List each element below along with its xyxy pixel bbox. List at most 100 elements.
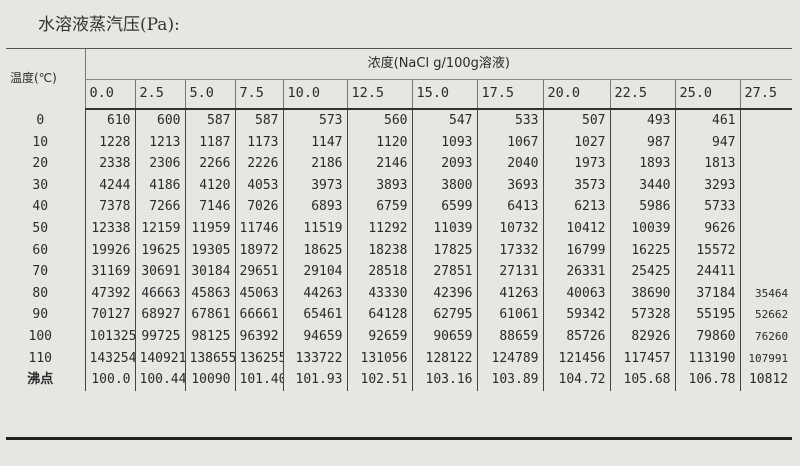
table-row: 110 143254 140921 138655 136255 133722 131056 1… [6,347,793,370]
concentration-column-header: 10.0 [282,79,347,110]
cell-value: 16799 [542,239,610,262]
cell-value: 2146 [346,153,412,175]
cell-value: 113190 [674,347,740,370]
cell-value: 102.51 [346,369,412,391]
cell-value: 6893 [282,196,347,218]
cell-value: 128122 [411,347,477,370]
cell-value: 70127 [84,304,135,326]
concentration-column-header: 25.0 [674,79,740,110]
cell-value [739,131,793,154]
cell-value: 2338 [84,153,135,175]
cell-value: 10412 [542,217,610,240]
cell-value: 45063 [234,282,283,305]
table-row: 60 19926 19625 19305 18972 18625 18238 17825 173… [6,239,793,262]
cell-value: 2306 [134,153,185,175]
cell-value: 7146 [184,196,235,218]
row-label: 70 [32,264,49,280]
cell-value: 121456 [542,347,610,370]
cell-value: 100.0 [84,369,135,391]
cell-value: 10039 [609,217,675,240]
cell-value [739,261,793,283]
table-row: 10 1228 1213 1187 1173 1147 1120 1093 1067 1027 98… [6,131,793,154]
cell-value: 6213 [542,196,610,218]
cell-value: 507 [542,109,610,132]
concentration-column-header: 7.5 [234,79,283,110]
table-title: 水溶液蒸汽压(Pa): [38,15,180,35]
cell-value [739,153,793,175]
cell-value: 12159 [134,217,185,240]
concentration-column-header: 17.5 [476,79,543,110]
cell-value: 29104 [282,261,347,283]
cell-value: 45863 [184,282,235,305]
row-label: 60 [32,242,49,258]
cell-value: 7266 [134,196,185,218]
concentration-header: 浓度(NaCl g/100g溶液) [84,48,793,80]
concentration-column-header: 12.5 [346,79,412,110]
table-row: 100 101325 99725 98125 96392 94659 92659 90659 8… [6,325,793,348]
cell-value: 106.78 [674,369,740,391]
cell-value: 62795 [411,304,477,326]
cell-value: 85726 [542,325,610,348]
cell-value: 117457 [609,347,675,370]
cell-value: 1173 [234,131,283,154]
cell-value: 27851 [411,261,477,283]
cell-value: 28518 [346,261,412,283]
cell-value: 3293 [674,174,740,197]
cell-value: 19625 [134,239,185,262]
cell-value: 4186 [134,174,185,197]
cell-value: 105.68 [609,369,675,391]
cell-value: 461 [674,109,740,132]
cell-value: 1027 [542,131,610,154]
cell-value: 99725 [134,325,185,348]
cell-value: 17332 [476,239,543,262]
concentration-column-header: 22.5 [609,79,675,110]
temperature-header: 温度(℃) [6,48,85,109]
table-row: 80 47392 46663 45863 45063 44263 43330 42396 412… [6,282,793,305]
cell-value: 9626 [674,217,740,240]
cell-value: 124789 [476,347,543,370]
cell-value: 29651 [234,261,283,283]
cell-value: 587 [234,109,283,132]
cell-value: 18972 [234,239,283,262]
cell-value: 11292 [346,217,412,240]
cell-value: 47392 [84,282,135,305]
concentration-column-header: 0.0 [84,79,135,110]
cell-value: 35464 [739,282,793,305]
cell-value: 573 [282,109,347,132]
concentration-column-header: 5.0 [184,79,235,110]
cell-value: 131056 [346,347,412,370]
table-row: 50 12338 12159 11959 11746 11519 11292 11039 107… [6,217,793,240]
row-label: 100 [28,328,52,344]
cell-value: 68927 [134,304,185,326]
cell-value: 100.44 [134,369,185,391]
cell-value: 82926 [609,325,675,348]
cell-value: 138655 [184,347,235,370]
table-row: 40 7378 7266 7146 7026 6893 6759 6599 6413 6213 59… [6,196,793,218]
cell-value: 52662 [739,304,793,326]
cell-value: 1228 [84,131,135,154]
cell-value: 610 [84,109,135,132]
cell-value [739,217,793,240]
row-label: 90 [32,307,49,323]
cell-value: 101.40 [234,369,283,391]
concentration-column-header: 27.5 [739,79,793,110]
cell-value: 41263 [476,282,543,305]
cell-value: 136255 [234,347,283,370]
bottom-rule [6,437,792,440]
cell-value: 96392 [234,325,283,348]
cell-value: 44263 [282,282,347,305]
cell-value: 3893 [346,174,412,197]
concentration-column-header: 2.5 [134,79,185,110]
cell-value: 1120 [346,131,412,154]
cell-value: 1147 [282,131,347,154]
cell-value: 59342 [542,304,610,326]
cell-value [739,239,793,262]
cell-value: 140921 [134,347,185,370]
cell-value: 43330 [346,282,412,305]
cell-value: 10812 [739,369,793,391]
cell-value: 2226 [234,153,283,175]
cell-value: 2093 [411,153,477,175]
cell-value [739,109,793,132]
cell-value: 67861 [184,304,235,326]
cell-value: 7378 [84,196,135,218]
